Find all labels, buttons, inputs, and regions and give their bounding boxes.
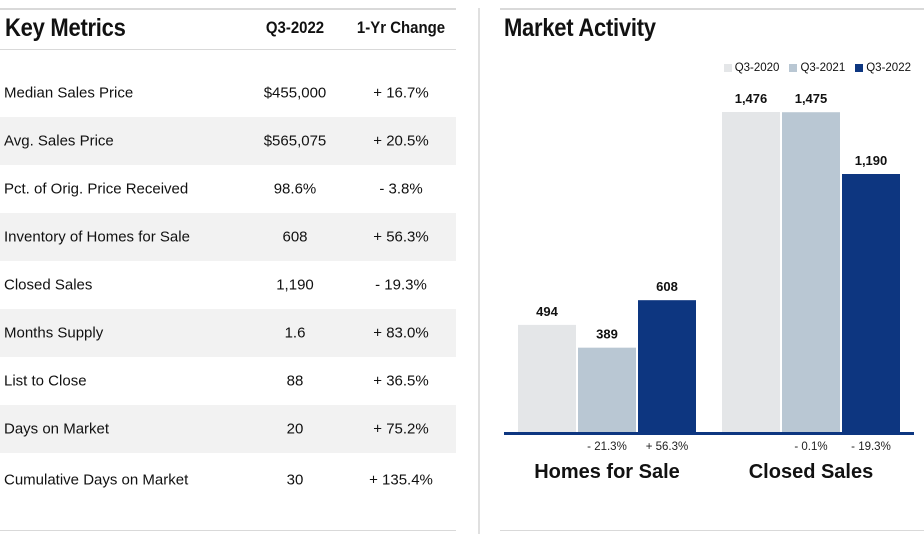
metric-change: - 19.3% xyxy=(375,276,427,294)
x-axis-baseline xyxy=(504,432,914,435)
change-label: - 19.3% xyxy=(851,441,891,453)
key-metrics-title: Key Metrics xyxy=(5,14,126,42)
category-label: Closed Sales xyxy=(749,461,874,483)
top-rule xyxy=(0,8,456,10)
table-row: Days on Market 20 + 75.2% xyxy=(0,405,456,453)
table-row: Avg. Sales Price $565,075 + 20.5% xyxy=(0,117,456,165)
metric-value: 608 xyxy=(282,228,308,246)
bar xyxy=(578,347,636,432)
chart-legend: Q3-2020 Q3-2021 Q3-2022 xyxy=(723,62,911,74)
column-header-1yr-change: 1-Yr Change xyxy=(356,18,446,37)
metric-label: Cumulative Days on Market xyxy=(4,471,189,489)
table-row: Median Sales Price $455,000 + 16.7% xyxy=(0,69,456,117)
metric-value: 98.6% xyxy=(273,180,317,198)
metric-label: Median Sales Price xyxy=(4,84,134,102)
metric-label: Inventory of Homes for Sale xyxy=(4,228,190,246)
bottom-rule xyxy=(500,530,924,531)
metric-label: Days on Market xyxy=(4,420,110,438)
panel-divider xyxy=(478,8,480,534)
category-label: Homes for Sale xyxy=(534,461,680,483)
metric-label: Closed Sales xyxy=(4,276,93,294)
legend-item-q3-2022: Q3-2022 xyxy=(855,62,911,74)
data-label: 494 xyxy=(536,304,558,319)
legend-item-q3-2020: Q3-2020 xyxy=(723,62,780,74)
metric-label: Avg. Sales Price xyxy=(4,132,114,150)
metric-change: + 135.4% xyxy=(369,471,433,489)
metric-value: 1.6 xyxy=(284,324,306,342)
bar xyxy=(842,174,900,432)
legend-swatch xyxy=(855,64,864,72)
legend-label: Q3-2021 xyxy=(800,62,846,74)
change-label: + 56.3% xyxy=(646,441,689,453)
legend-swatch xyxy=(723,64,732,72)
metric-change: + 20.5% xyxy=(373,132,429,150)
metric-value: $455,000 xyxy=(263,84,327,102)
market-activity-panel: Market Activity Q3-2020 Q3-2021 Q3-2022 … xyxy=(500,0,924,542)
legend-swatch xyxy=(789,64,798,72)
metric-label: Months Supply xyxy=(4,324,104,342)
metric-change: + 83.0% xyxy=(373,324,429,342)
key-metrics-panel: Key Metrics Q3-2022 1-Yr Change Median S… xyxy=(0,0,456,542)
column-header-q3-2022: Q3-2022 xyxy=(265,18,325,37)
chart-title: Market Activity xyxy=(504,14,656,42)
data-label: 389 xyxy=(596,327,618,342)
legend-label: Q3-2020 xyxy=(734,62,780,74)
legend-item-q3-2021: Q3-2021 xyxy=(789,62,845,74)
metric-change: + 36.5% xyxy=(373,372,429,390)
bar xyxy=(722,112,780,432)
top-rule xyxy=(500,8,924,10)
change-label: - 0.1% xyxy=(794,441,827,453)
header-rule xyxy=(0,49,456,50)
metric-label: List to Close xyxy=(4,372,87,390)
metric-change: + 16.7% xyxy=(373,84,429,102)
data-label: 1,475 xyxy=(795,91,828,106)
change-label: - 21.3% xyxy=(587,441,627,453)
metric-value: 88 xyxy=(286,372,304,390)
metric-value: $565,075 xyxy=(263,132,327,150)
metric-change: + 56.3% xyxy=(373,228,429,246)
metric-value: 1,190 xyxy=(276,276,314,294)
metric-change: - 3.8% xyxy=(379,180,423,198)
metric-value: 20 xyxy=(286,420,304,438)
table-row: Inventory of Homes for Sale 608 + 56.3% xyxy=(0,213,456,261)
bar xyxy=(638,300,696,432)
bottom-rule xyxy=(0,530,456,531)
metric-change: + 75.2% xyxy=(373,420,429,438)
table-row: Closed Sales 1,190 - 19.3% xyxy=(0,261,456,309)
table-row: List to Close 88 + 36.5% xyxy=(0,357,456,405)
data-label: 1,190 xyxy=(855,153,888,168)
legend-label: Q3-2022 xyxy=(866,62,911,74)
table-row: Months Supply 1.6 + 83.0% xyxy=(0,309,456,357)
table-row: Cumulative Days on Market 30 + 135.4% xyxy=(0,456,456,504)
bar xyxy=(518,324,576,432)
bar-chart: 494 389 608 - 21.3% + 56.3% Homes for Sale 1,4… xyxy=(504,91,914,483)
data-label: 608 xyxy=(656,279,678,294)
table-row: Pct. of Orig. Price Received 98.6% - 3.8… xyxy=(0,165,456,213)
metric-label: Pct. of Orig. Price Received xyxy=(4,180,189,198)
data-label: 1,476 xyxy=(735,91,768,106)
metric-value: 30 xyxy=(286,471,304,489)
bar xyxy=(782,112,840,433)
